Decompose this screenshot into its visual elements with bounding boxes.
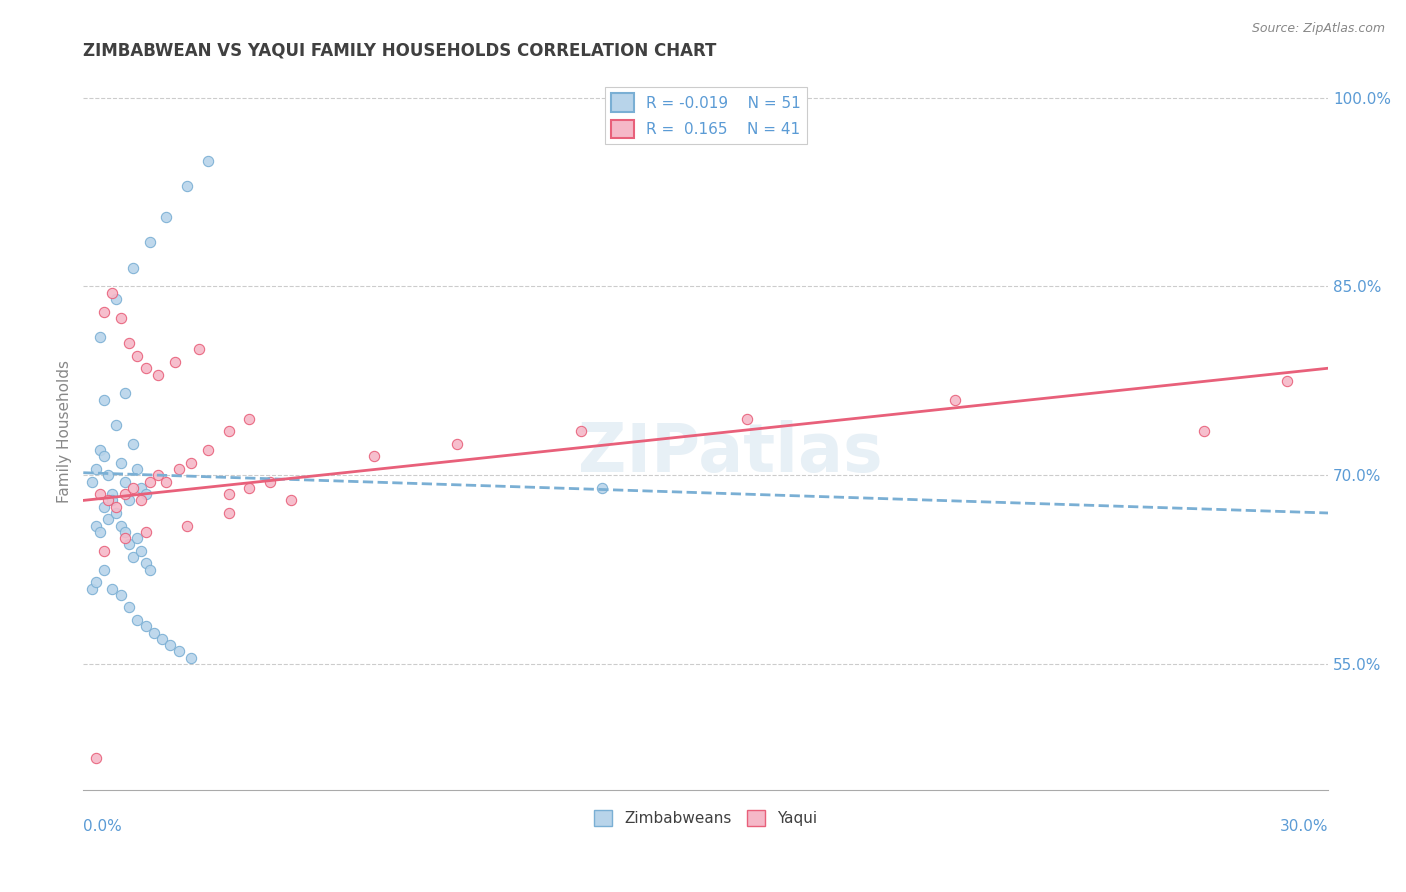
Point (122, 549, 145, 564)
Point (84, 575, 107, 590)
Point (97, 493, 120, 508)
Point (105, 500, 128, 514)
Point (131, 493, 153, 508)
Point (176, 178, 198, 193)
Point (118, 600, 141, 615)
Point (118, 537, 141, 551)
Point (127, 462, 149, 476)
Text: Source: ZipAtlas.com: Source: ZipAtlas.com (1251, 22, 1385, 36)
Text: 30.0%: 30.0% (1279, 819, 1329, 834)
Point (1275, 374, 1298, 388)
Point (84, 751, 107, 765)
Point (142, 625, 165, 640)
Point (146, 368, 169, 382)
Point (197, 443, 219, 458)
Point (138, 235, 160, 250)
Point (238, 481, 260, 495)
Point (93, 304, 115, 318)
Point (89, 524, 111, 539)
Point (122, 436, 145, 450)
Point (110, 456, 132, 470)
Point (127, 349, 149, 363)
Point (114, 531, 136, 545)
Point (118, 336, 141, 351)
Point (114, 524, 136, 539)
Point (110, 588, 132, 602)
Point (135, 524, 157, 539)
Point (197, 153, 219, 168)
Point (114, 487, 136, 501)
Point (146, 468, 169, 483)
Point (89, 487, 111, 501)
Point (155, 210, 177, 224)
Point (159, 638, 181, 652)
Point (1192, 424, 1215, 438)
Point (176, 518, 198, 533)
Point (127, 531, 149, 545)
Point (93, 392, 115, 407)
Point (167, 644, 190, 658)
Point (569, 424, 592, 438)
Point (135, 487, 157, 501)
Point (218, 424, 240, 438)
Point (591, 481, 613, 495)
Point (118, 493, 141, 508)
Point (131, 481, 153, 495)
Point (135, 619, 157, 633)
Point (84, 462, 107, 476)
Point (127, 613, 149, 627)
Point (259, 475, 281, 489)
Point (101, 582, 124, 596)
Point (89, 443, 111, 458)
Point (280, 493, 302, 508)
Point (122, 260, 145, 275)
Point (97, 468, 120, 483)
Point (105, 292, 128, 306)
Point (80, 475, 103, 489)
Point (131, 543, 153, 558)
Point (114, 475, 136, 489)
Point (363, 450, 385, 464)
Point (110, 310, 132, 325)
Point (93, 500, 115, 514)
Point (180, 650, 202, 665)
Point (105, 417, 128, 432)
Point (218, 506, 240, 520)
Point (97, 512, 120, 526)
Point (93, 543, 115, 558)
Point (735, 411, 758, 425)
Point (138, 563, 160, 577)
Point (110, 518, 132, 533)
Point (101, 487, 124, 501)
Point (446, 436, 468, 450)
Point (188, 343, 211, 357)
Text: ZIMBABWEAN VS YAQUI FAMILY HOUSEHOLDS CORRELATION CHART: ZIMBABWEAN VS YAQUI FAMILY HOUSEHOLDS CO… (83, 42, 717, 60)
Point (135, 361, 157, 376)
Point (93, 450, 115, 464)
Point (218, 487, 240, 501)
Point (155, 475, 177, 489)
Y-axis label: Family Households: Family Households (58, 359, 72, 503)
Point (101, 285, 124, 300)
Point (105, 506, 128, 520)
Text: 0.0%: 0.0% (83, 819, 122, 834)
Point (163, 355, 186, 369)
Point (101, 493, 124, 508)
Point (943, 392, 966, 407)
Point (138, 475, 160, 489)
Point (93, 563, 115, 577)
Legend: Zimbabweans, Yaqui: Zimbabweans, Yaqui (588, 805, 824, 832)
Point (180, 456, 202, 470)
Point (80, 582, 103, 596)
Point (167, 462, 190, 476)
Point (135, 557, 157, 571)
Text: ZIPatlas: ZIPatlas (578, 420, 883, 486)
Point (89, 330, 111, 344)
Point (122, 481, 145, 495)
Point (84, 518, 107, 533)
Point (238, 411, 260, 425)
Point (114, 386, 136, 401)
Point (150, 632, 173, 646)
